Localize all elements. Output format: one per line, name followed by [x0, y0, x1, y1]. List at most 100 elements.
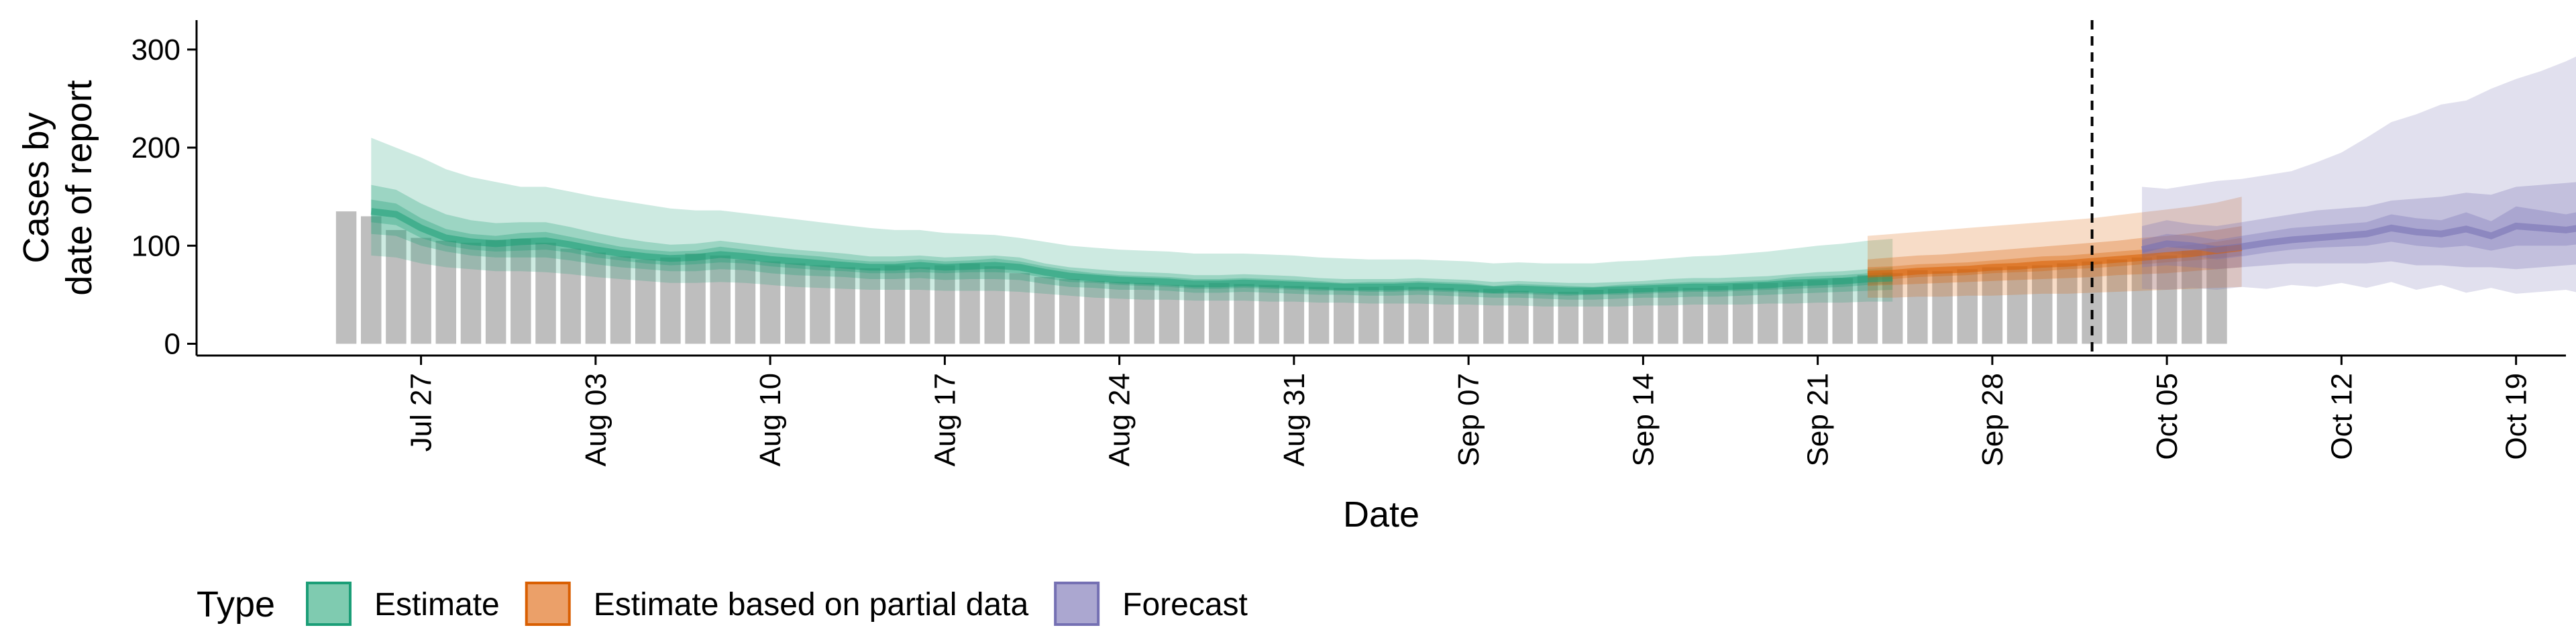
reported-cases-bar [1159, 284, 1180, 344]
reported-cases-bar [2206, 246, 2227, 344]
y-tick-label: 0 [164, 327, 180, 360]
y-tick-label: 300 [131, 34, 180, 66]
reported-cases-bar [984, 266, 1005, 344]
y-axis-title-line-2: date of report [59, 80, 99, 295]
x-axis-ticks: Jul 27 Aug 03 Aug 10 Aug 17 Aug 24 Aug 31 Sep … [405, 356, 2533, 466]
reported-cases-bar [759, 261, 781, 344]
x-tick-label: Aug 10 [754, 373, 787, 466]
reported-cases-bar [934, 265, 955, 344]
x-axis-title: Date [1343, 494, 1419, 535]
x-tick-label: Aug 24 [1104, 373, 1136, 466]
reported-cases-bar [1234, 284, 1254, 344]
reported-cases-bar [1258, 284, 1279, 344]
reported-cases-bar [2057, 263, 2078, 344]
x-tick-label: Aug 03 [580, 373, 612, 466]
reported-cases-bar [884, 265, 906, 344]
reported-cases-bar [610, 256, 631, 344]
reported-cases-bar [460, 242, 482, 344]
reported-cases-bar [1209, 282, 1230, 344]
legend-swatch-estimate-based-on-partial-data [525, 582, 571, 626]
estimate-ribbon-90 [371, 138, 1893, 307]
x-tick-label: Jul 27 [405, 373, 438, 451]
reported-cases-bar [1533, 292, 1554, 344]
median-lines [370, 208, 2576, 294]
reported-cases-bar [1183, 284, 1205, 344]
reported-cases-bar [735, 259, 756, 344]
reported-cases-bar [810, 265, 830, 344]
reported-cases-bar [835, 267, 855, 344]
reported-cases-bar [361, 216, 382, 344]
reported-cases-bar [1308, 286, 1330, 344]
x-tick-label: Aug 17 [928, 373, 961, 466]
x-tick-label: Oct 12 [2325, 373, 2358, 460]
reported-cases-bar [685, 253, 706, 344]
reported-cases-bar [1458, 290, 1479, 344]
reported-cases-bar [1358, 286, 1379, 344]
reported-cases-bar [411, 237, 431, 344]
reported-cases-bar [1932, 271, 1953, 344]
reported-cases-bar [959, 263, 980, 344]
reported-cases-bar [1383, 286, 1404, 344]
reported-cases-bar [1433, 288, 1454, 344]
reported-cases-bar [560, 248, 581, 344]
reported-cases-bar [1034, 277, 1055, 344]
y-tick-label: 200 [131, 131, 180, 164]
axes [195, 20, 2566, 357]
x-tick-label: Aug 31 [1278, 373, 1311, 466]
reported-cases-bar [435, 240, 457, 344]
reported-cases-bar [909, 267, 930, 344]
reported-cases-bar [1658, 286, 1678, 344]
reported-cases-bar [1832, 278, 1854, 344]
x-tick-label: Sep 14 [1627, 373, 1660, 466]
estimate-median-line [370, 208, 1893, 294]
reported-cases-bar [1607, 288, 1629, 344]
reported-cases-bar [1882, 273, 1903, 344]
reported-cases-bar [1633, 288, 1654, 344]
legend-swatch-forecast [1054, 582, 1100, 626]
legend-swatch-estimate [306, 582, 352, 626]
x-tick-label: Oct 05 [2151, 373, 2184, 460]
legend: Type Estimate Estimate based on partial d… [197, 582, 1248, 626]
reported-cases-bar [1682, 288, 1703, 344]
reported-cases-bar [1059, 278, 1080, 344]
reported-cases-bar [1508, 290, 1529, 344]
legend-label-forecast: Forecast [1122, 587, 1248, 623]
legend-label-estimate: Estimate [374, 587, 500, 623]
reported-cases-bar [1957, 269, 1978, 344]
reported-cases-bar [485, 239, 506, 344]
reported-cases-bar [710, 255, 731, 344]
reported-cases-bar [1907, 270, 1928, 344]
reported-cases-bar [1483, 288, 1504, 344]
reported-cases-bar [1134, 282, 1155, 344]
y-axis-title-line-1: Cases by [16, 112, 56, 263]
forecast-ribbon-90 [2142, 56, 2576, 294]
x-tick-label: Sep 07 [1452, 373, 1485, 466]
reported-cases-bar [2182, 250, 2202, 344]
reported-cases-bar [1707, 286, 1729, 344]
x-tick-label: Sep 28 [1976, 373, 2009, 466]
reported-cases-bars [335, 211, 2227, 344]
y-axis-ticks: 0 100 200 300 [131, 34, 197, 360]
x-tick-label: Sep 21 [1802, 373, 1835, 466]
reported-cases-bar [1408, 286, 1430, 344]
estimate-ribbons [371, 56, 2576, 307]
reported-cases-bar [635, 259, 656, 344]
reported-cases-bar [2006, 266, 2028, 344]
reported-cases-bar [660, 257, 681, 344]
reported-cases-bar [1782, 282, 1803, 344]
forecast-median-line [2141, 222, 2576, 254]
reported-cases-bar [1982, 267, 2003, 344]
legend-title: Type [197, 584, 275, 625]
reported-cases-bar [535, 242, 556, 344]
reported-cases-bar [2156, 255, 2178, 344]
reported-cases-bar [1558, 291, 1579, 344]
reported-cases-bar [1758, 282, 1778, 344]
reported-cases-bar [1857, 275, 1878, 344]
reported-cases-bar [511, 239, 531, 344]
reported-cases-bar [2106, 259, 2128, 344]
reported-cases-bar [335, 211, 357, 344]
reported-cases-bar [1084, 280, 1105, 344]
reported-cases-bar [585, 252, 606, 344]
y-tick-label: 100 [131, 229, 180, 262]
